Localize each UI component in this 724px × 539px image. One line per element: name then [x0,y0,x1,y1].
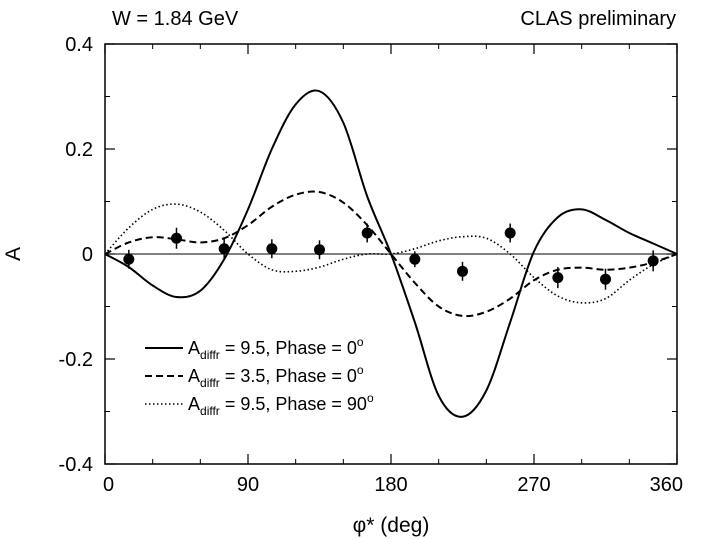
data-point [457,265,468,277]
axis-ticks: 0 90 180 270 360 0.4 0.2 0 -0.2 -0.4 [59,34,683,496]
y-tick-label: 0.4 [65,34,93,56]
legend-label: Adiffr = 9.5, Phase = 0o [188,335,364,362]
curve-dashed [104,190,678,318]
y-tick-label: 0.2 [65,139,93,161]
data-point [218,243,230,255]
x-tick-label: 360 [650,474,683,496]
data-point [600,273,611,285]
data-point [171,232,182,244]
title-left: W = 1.84 GeV [112,8,239,30]
curves [104,89,678,418]
y-tick-label: 0 [82,244,93,266]
data-point [409,253,421,265]
y-axis-label: A [2,247,25,261]
x-tick-label: 90 [237,474,259,496]
title-right: CLAS preliminary [520,8,676,30]
data-point [647,255,659,267]
data-point [314,244,325,256]
data-point [361,227,373,239]
y-tick-label: -0.4 [59,454,93,476]
y-tick-label: -0.2 [59,349,93,371]
data-point [504,227,516,239]
x-axis-label: φ* (deg) [353,514,430,537]
legend-label: Adiffr = 9.5, Phase = 90o [188,391,374,418]
data-points [123,223,659,290]
curve-solid [104,89,678,418]
curve-dotted [104,203,678,304]
x-tick-label: 270 [517,474,550,496]
data-point [552,272,564,284]
data-point [123,253,135,265]
x-tick-label: 180 [374,474,407,496]
x-tick-label: 0 [103,474,114,496]
data-point [266,243,278,255]
legend-label: Adiffr = 3.5, Phase = 0o [188,363,364,390]
